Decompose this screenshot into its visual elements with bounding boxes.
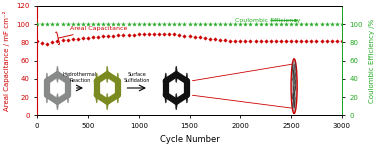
- Circle shape: [106, 66, 108, 82]
- Circle shape: [57, 82, 58, 94]
- Circle shape: [176, 82, 177, 94]
- Circle shape: [175, 93, 177, 110]
- Circle shape: [107, 82, 108, 94]
- Circle shape: [117, 73, 119, 89]
- Circle shape: [186, 87, 188, 103]
- Circle shape: [67, 87, 69, 103]
- Y-axis label: Coulombic Efficiency /%: Coulombic Efficiency /%: [369, 19, 375, 103]
- Text: Areal Capacitance: Areal Capacitance: [56, 26, 127, 45]
- Circle shape: [96, 87, 98, 103]
- Text: Coulombic Efficiency: Coulombic Efficiency: [235, 18, 301, 23]
- Circle shape: [46, 73, 48, 89]
- Circle shape: [117, 87, 119, 103]
- X-axis label: Cycle Number: Cycle Number: [160, 135, 219, 143]
- Circle shape: [46, 87, 48, 103]
- Circle shape: [57, 66, 58, 82]
- Circle shape: [106, 93, 108, 110]
- Circle shape: [96, 73, 98, 89]
- Circle shape: [165, 73, 167, 89]
- Circle shape: [57, 93, 58, 110]
- Circle shape: [291, 59, 297, 113]
- Circle shape: [165, 87, 167, 103]
- Text: Hydrothermal
Reaction: Hydrothermal Reaction: [63, 72, 97, 82]
- Circle shape: [175, 66, 177, 82]
- Circle shape: [186, 73, 188, 89]
- Y-axis label: Areal Capacitance / mF cm⁻²: Areal Capacitance / mF cm⁻²: [3, 10, 11, 111]
- Circle shape: [67, 73, 69, 89]
- Text: Surface
Sulfidation: Surface Sulfidation: [124, 72, 150, 82]
